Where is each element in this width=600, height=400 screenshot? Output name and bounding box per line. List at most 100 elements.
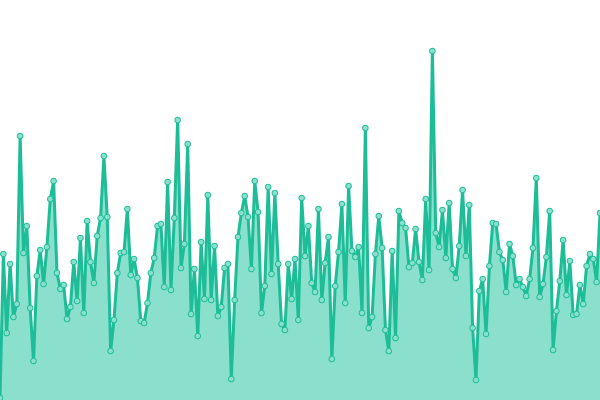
data-point <box>23 222 31 230</box>
data-point <box>479 275 486 283</box>
data-point <box>90 279 98 287</box>
data-point <box>539 280 547 288</box>
data-point <box>331 282 339 290</box>
data-point <box>465 201 473 209</box>
data-point <box>191 265 198 273</box>
data-point <box>325 233 332 241</box>
data-point <box>586 250 594 258</box>
data-point <box>573 310 580 318</box>
data-point <box>476 287 483 295</box>
data-point <box>100 152 108 160</box>
data-point <box>80 309 88 317</box>
data-point <box>33 272 41 280</box>
data-point <box>26 304 34 312</box>
data-point <box>372 250 379 258</box>
data-point <box>482 330 490 338</box>
data-point <box>579 300 587 308</box>
data-point <box>83 217 91 225</box>
data-point <box>536 293 543 301</box>
data-point <box>459 186 466 194</box>
data-point <box>278 320 285 328</box>
data-point <box>204 191 212 199</box>
data-point <box>174 116 181 124</box>
data-point <box>378 244 386 252</box>
data-point <box>499 256 507 264</box>
data-point <box>224 260 232 268</box>
data-point <box>355 243 362 251</box>
data-point <box>402 224 409 232</box>
data-point <box>63 315 71 323</box>
data-point <box>422 195 429 203</box>
data-point <box>385 347 393 355</box>
data-point <box>254 208 262 216</box>
data-point <box>469 324 476 332</box>
data-point <box>87 258 94 266</box>
data-point <box>308 279 316 287</box>
data-point <box>231 296 238 304</box>
data-point <box>516 275 523 283</box>
data-point <box>120 248 128 256</box>
data-point <box>365 324 373 332</box>
data-point <box>576 281 584 289</box>
data-point <box>335 248 342 256</box>
data-point <box>60 281 67 289</box>
data-point <box>496 248 503 256</box>
data-point <box>462 252 470 260</box>
data-point <box>348 247 356 255</box>
data-point <box>338 200 346 208</box>
data-point <box>284 260 292 268</box>
data-point <box>596 209 600 217</box>
data-point <box>549 346 557 354</box>
data-point <box>301 252 309 260</box>
data-point <box>3 329 11 337</box>
data-point <box>258 309 265 317</box>
data-point <box>13 300 21 308</box>
data-point <box>509 252 517 260</box>
data-point <box>264 183 272 191</box>
data-point <box>164 178 171 186</box>
data-point <box>408 259 416 267</box>
data-point <box>187 310 195 318</box>
data-point <box>177 264 185 272</box>
data-point <box>274 260 282 268</box>
data-point <box>556 277 564 285</box>
data-point <box>529 244 537 252</box>
data-point <box>533 174 540 182</box>
data-point <box>519 283 527 291</box>
data-point <box>442 254 450 262</box>
data-point <box>93 232 101 240</box>
data-point <box>248 265 255 273</box>
data-point <box>506 240 513 248</box>
data-point <box>130 255 138 263</box>
data-point <box>20 249 27 257</box>
data-point <box>157 220 165 228</box>
data-point <box>321 259 329 267</box>
data-point <box>553 307 560 315</box>
data-point <box>53 269 61 277</box>
data-point <box>445 199 453 207</box>
data-point <box>134 274 141 282</box>
data-point <box>352 253 359 261</box>
data-markers <box>0 47 600 400</box>
data-point <box>341 299 349 307</box>
data-point <box>392 334 399 342</box>
data-point <box>227 375 235 383</box>
data-point <box>543 253 550 261</box>
data-point <box>10 313 17 321</box>
data-point <box>375 212 383 220</box>
data-point <box>281 326 289 334</box>
data-point <box>563 291 570 299</box>
data-point <box>197 238 205 246</box>
data-point <box>110 316 118 324</box>
data-point <box>435 243 443 251</box>
data-point <box>412 225 419 233</box>
data-point <box>144 299 151 307</box>
data-point <box>432 229 440 237</box>
data-point <box>261 282 269 290</box>
data-point <box>0 394 4 400</box>
data-point <box>368 313 376 321</box>
data-point <box>107 347 114 355</box>
area-fill <box>0 51 600 400</box>
data-point <box>167 286 175 294</box>
